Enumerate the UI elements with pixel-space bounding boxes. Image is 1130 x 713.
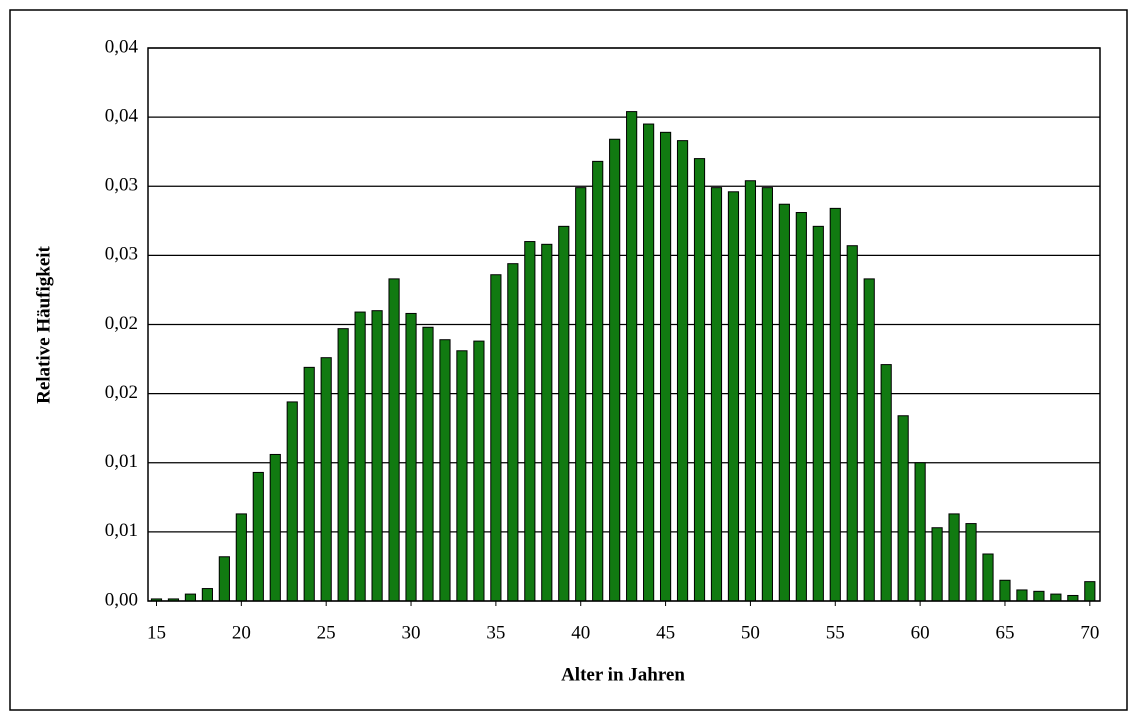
x-tick-label: 30 bbox=[402, 622, 421, 643]
bar bbox=[710, 187, 723, 602]
bar bbox=[880, 364, 892, 602]
bar bbox=[727, 191, 740, 602]
bar bbox=[778, 203, 790, 602]
bar bbox=[609, 138, 621, 602]
bar bbox=[829, 207, 841, 602]
bar bbox=[473, 340, 485, 602]
bar bbox=[592, 160, 604, 602]
y-tick-label: 0,03 bbox=[105, 175, 138, 196]
bar bbox=[422, 326, 434, 602]
bar bbox=[541, 243, 553, 602]
bar bbox=[676, 140, 689, 602]
bar bbox=[761, 187, 773, 602]
bar bbox=[439, 339, 451, 602]
bar bbox=[744, 180, 757, 602]
bar bbox=[812, 225, 824, 602]
bar bbox=[184, 593, 197, 602]
bar bbox=[218, 556, 230, 602]
bar bbox=[1033, 590, 1045, 602]
bar bbox=[405, 312, 417, 602]
x-axis-label: Alter in Jahren bbox=[561, 664, 685, 685]
bar bbox=[1016, 589, 1028, 602]
bar bbox=[354, 311, 366, 602]
bar bbox=[693, 158, 706, 602]
bar bbox=[320, 357, 332, 602]
x-tick-label: 20 bbox=[232, 622, 251, 643]
bar bbox=[795, 212, 807, 602]
x-tick-label: 65 bbox=[995, 622, 1014, 643]
bar bbox=[252, 471, 264, 602]
x-tick-label: 15 bbox=[147, 622, 166, 643]
y-tick-label: 0,00 bbox=[105, 589, 138, 610]
bar bbox=[201, 588, 213, 602]
x-tick-label: 70 bbox=[1080, 622, 1099, 643]
bar bbox=[286, 401, 298, 602]
bar bbox=[524, 241, 536, 602]
bar bbox=[558, 225, 570, 602]
bar bbox=[490, 274, 502, 602]
bar bbox=[948, 513, 960, 602]
y-tick-label: 0,01 bbox=[105, 451, 138, 472]
bar bbox=[863, 278, 875, 602]
bar bbox=[1084, 581, 1096, 602]
y-tick-label: 0,02 bbox=[105, 313, 138, 334]
plot-frame bbox=[147, 47, 1101, 602]
bar bbox=[371, 310, 383, 602]
y-tick-label: 0,02 bbox=[105, 382, 138, 403]
x-tick-label: 45 bbox=[656, 622, 675, 643]
bar bbox=[931, 527, 943, 602]
bar bbox=[897, 415, 909, 602]
y-axis-label: Relative Häufigkeit bbox=[33, 245, 54, 403]
bar bbox=[1050, 593, 1062, 602]
bar bbox=[914, 462, 926, 602]
x-tick-label: 50 bbox=[741, 622, 760, 643]
bar bbox=[626, 111, 638, 602]
bar bbox=[388, 278, 400, 602]
x-tick-label: 35 bbox=[486, 622, 505, 643]
bar bbox=[982, 553, 994, 602]
bar bbox=[846, 245, 858, 602]
x-tick-label: 40 bbox=[571, 622, 590, 643]
bar bbox=[507, 263, 519, 602]
x-tick-label: 25 bbox=[317, 622, 336, 643]
bar bbox=[456, 350, 468, 602]
x-tick-label: 60 bbox=[911, 622, 930, 643]
bar bbox=[659, 131, 672, 602]
bar bbox=[965, 523, 977, 602]
bar bbox=[235, 513, 247, 602]
bar bbox=[303, 366, 315, 602]
bar bbox=[1067, 594, 1079, 602]
y-tick-label: 0,03 bbox=[105, 244, 138, 265]
bar bbox=[643, 123, 655, 602]
x-tick-label: 55 bbox=[826, 622, 845, 643]
bar bbox=[337, 328, 349, 602]
y-tick-label: 0,01 bbox=[105, 520, 138, 541]
y-tick-label: 0,04 bbox=[105, 105, 139, 126]
bar bbox=[269, 453, 281, 602]
bar bbox=[999, 579, 1011, 602]
bar bbox=[575, 187, 587, 602]
y-tick-label: 0,04 bbox=[105, 36, 139, 57]
